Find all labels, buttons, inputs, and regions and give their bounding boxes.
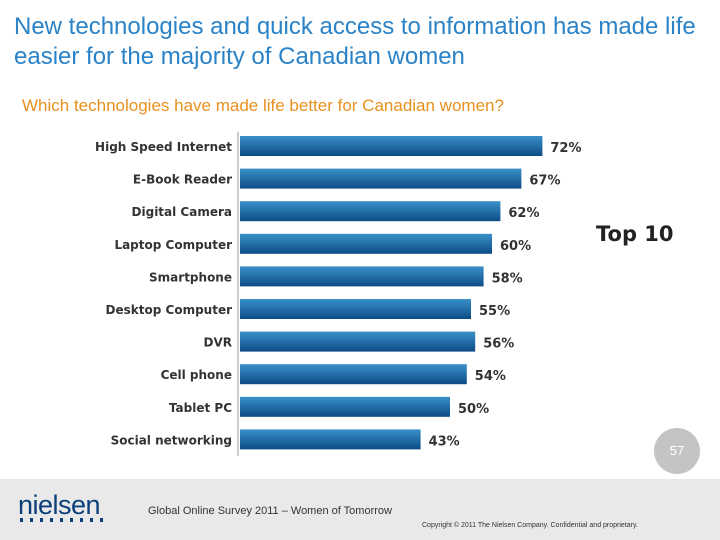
value-label: 58% xyxy=(492,271,523,286)
bar-high-speed-internet xyxy=(240,136,543,156)
bar-digital-camera xyxy=(240,201,501,222)
nielsen-logo: nielsen xyxy=(18,490,101,520)
value-label: 43% xyxy=(429,434,460,449)
value-label: 54% xyxy=(475,369,506,384)
category-label: Social networking xyxy=(111,433,232,447)
value-label: 55% xyxy=(479,304,510,319)
slide-title: New technologies and quick access to inf… xyxy=(14,13,696,70)
value-label: 67% xyxy=(529,174,560,189)
bar-smartphone xyxy=(240,266,484,287)
category-label: Digital Camera xyxy=(132,205,232,219)
source-note: Global Online Survey 2011 – Women of Tom… xyxy=(148,505,392,517)
copyright-note: Copyright © 2011 The Nielsen Company. Co… xyxy=(422,522,638,529)
footer-bar xyxy=(0,479,720,540)
page-number: 57 xyxy=(654,428,700,474)
category-label: Tablet PC xyxy=(169,401,232,415)
category-label: High Speed Internet xyxy=(95,140,232,154)
value-label: 60% xyxy=(500,239,531,254)
category-label: DVR xyxy=(204,336,233,350)
value-label: 62% xyxy=(508,206,539,221)
bar-chart: High Speed Internet 72% E-Book Reader 67% Di… xyxy=(95,132,582,456)
bar-tablet-pc xyxy=(240,396,450,417)
category-label: E-Book Reader xyxy=(133,173,232,187)
chart-subtitle: Which technologies have made life better… xyxy=(22,96,504,115)
bar-desktop-computer xyxy=(240,299,471,319)
value-label: 72% xyxy=(550,141,581,156)
bar-cell-phone xyxy=(240,364,467,385)
category-label: Smartphone xyxy=(149,270,232,284)
bar-laptop-computer xyxy=(240,233,492,254)
logo-dots xyxy=(20,518,104,522)
category-label: Laptop Computer xyxy=(114,238,232,252)
bar-social-networking xyxy=(240,429,421,450)
bar-e-book-reader xyxy=(240,168,522,189)
category-label: Cell phone xyxy=(161,368,232,382)
value-label: 56% xyxy=(483,337,514,352)
value-label: 50% xyxy=(458,402,489,417)
top-10-badge: Top 10 xyxy=(596,222,674,246)
bar-dvr xyxy=(240,331,476,352)
category-label: Desktop Computer xyxy=(106,303,233,317)
